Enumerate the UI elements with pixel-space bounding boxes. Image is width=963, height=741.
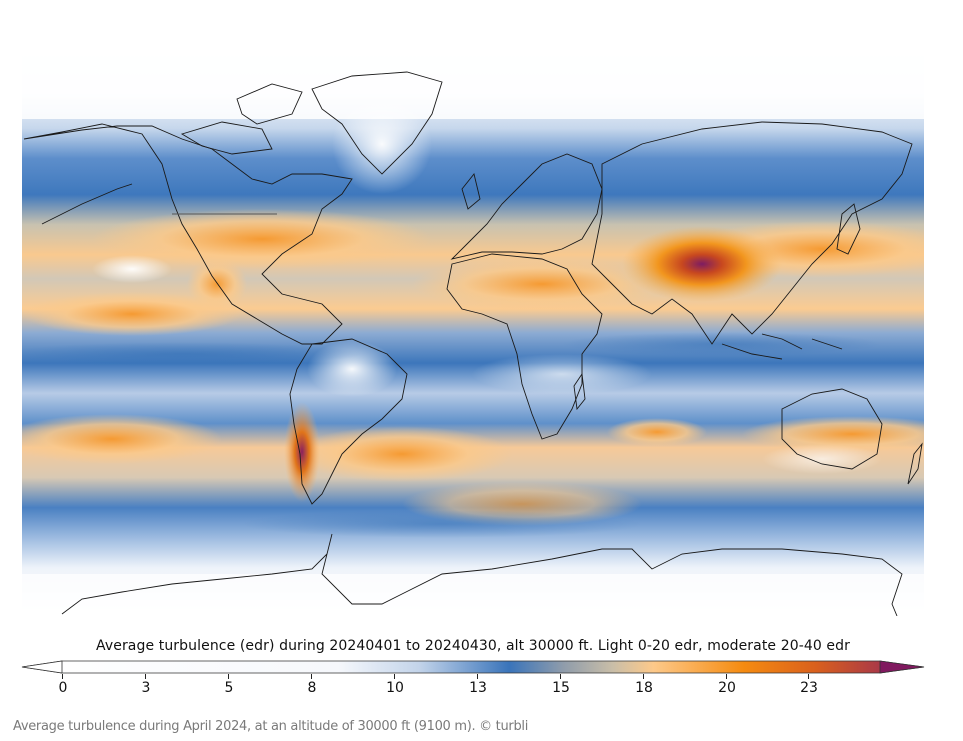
- colorbar-ticks: 0 3 5 8 10 13 15 18 20 23: [0, 674, 963, 700]
- heatmap-layer: [22, 14, 924, 616]
- tick-label: 8: [307, 680, 317, 696]
- tick-label: 0: [58, 680, 68, 696]
- tick-label: 20: [718, 680, 736, 696]
- tick-label: 3: [141, 680, 151, 696]
- turbulence-map: [22, 14, 924, 616]
- tick-label: 23: [800, 680, 818, 696]
- tick-label: 18: [635, 680, 653, 696]
- colorbar-max-arrow: [879, 660, 925, 674]
- colorbar: [21, 660, 925, 674]
- colorbar-title: Average turbulence (edr) during 20240401…: [96, 638, 850, 654]
- colorbar-gradient: [21, 660, 925, 674]
- tick-label: 5: [224, 680, 234, 696]
- tick-label: 13: [469, 680, 487, 696]
- tick-label: 15: [552, 680, 570, 696]
- colorbar-min-arrow: [21, 660, 63, 674]
- figure-caption: Average turbulence during April 2024, at…: [13, 719, 529, 734]
- tick-label: 10: [386, 680, 404, 696]
- coastline-layer: [23, 71, 923, 616]
